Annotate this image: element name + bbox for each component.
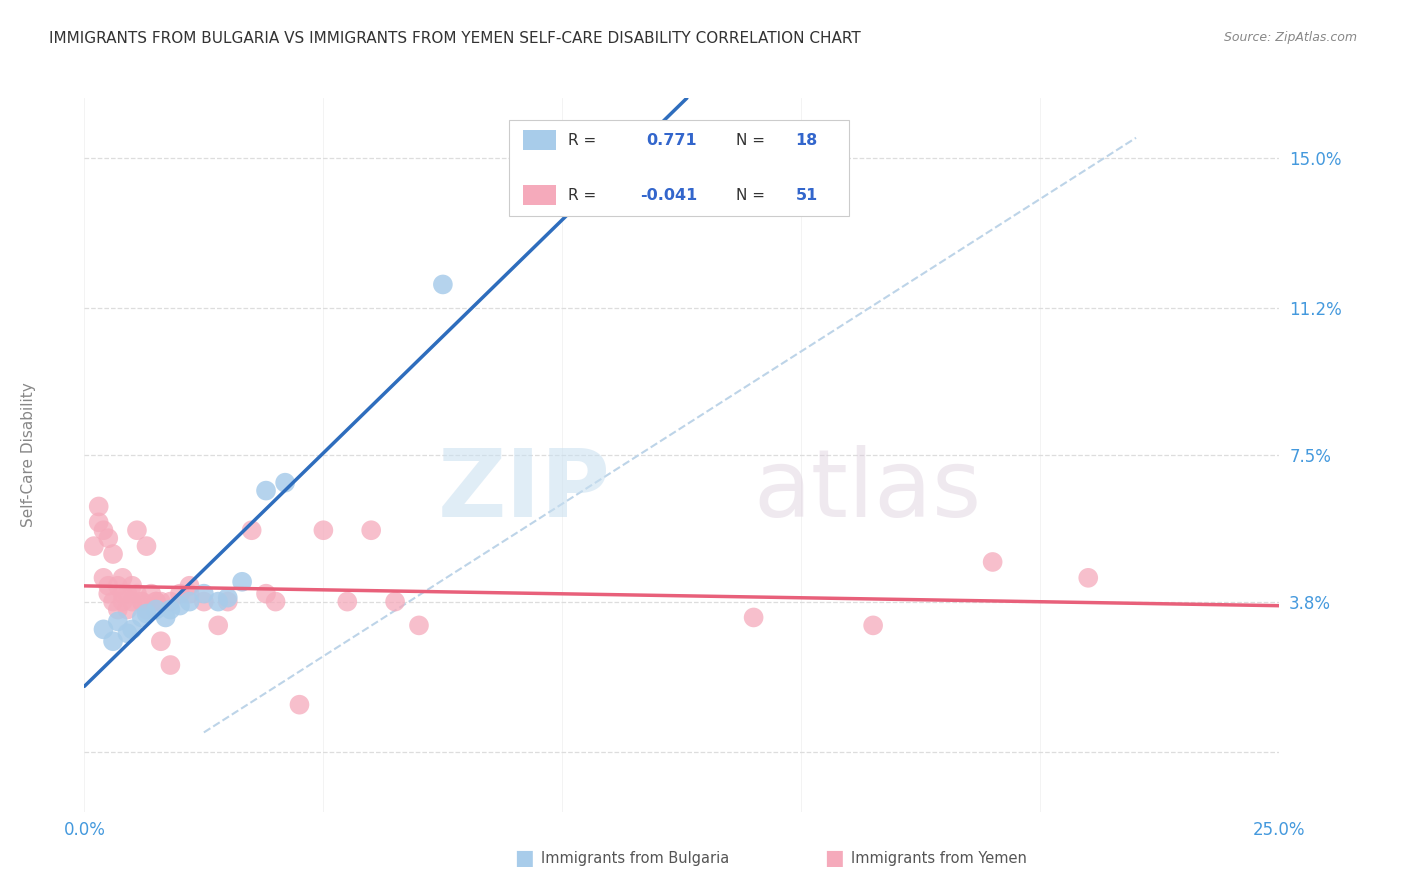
Point [149, 594, 172, 608]
Text: N =: N = [735, 187, 765, 202]
Point [217, 594, 239, 608]
Point [169, 599, 191, 613]
Text: -0.041: -0.041 [640, 187, 697, 202]
Text: 51: 51 [796, 187, 818, 202]
Point [742, 610, 765, 624]
Point [207, 618, 229, 632]
Text: 0.771: 0.771 [647, 133, 697, 148]
Text: 18: 18 [796, 133, 818, 148]
Point [862, 618, 884, 632]
Point [360, 523, 382, 537]
Point [981, 555, 1004, 569]
Point [159, 602, 181, 616]
Point [231, 574, 253, 589]
Point [432, 277, 454, 292]
Text: atlas: atlas [754, 444, 981, 537]
Point [179, 579, 201, 593]
Point [145, 594, 167, 608]
Point [107, 579, 129, 593]
Point [131, 594, 153, 608]
Point [135, 602, 157, 616]
Text: ZIP: ZIP [437, 444, 610, 537]
Point [111, 594, 134, 608]
Bar [523, 130, 557, 150]
Point [240, 523, 263, 537]
Text: Immigrants from Bulgaria: Immigrants from Bulgaria [541, 851, 730, 865]
Point [117, 587, 139, 601]
Point [169, 587, 191, 601]
Point [193, 594, 215, 608]
Point [217, 591, 239, 605]
Point [159, 658, 181, 673]
Point [207, 594, 229, 608]
Text: R =: R = [568, 187, 596, 202]
Point [101, 547, 124, 561]
Point [193, 587, 215, 601]
Point [274, 475, 297, 490]
Point [87, 516, 110, 530]
Point [83, 539, 105, 553]
Point [125, 587, 148, 601]
Point [254, 587, 277, 601]
Point [101, 594, 124, 608]
Point [408, 618, 430, 632]
Point [107, 602, 129, 616]
Point [97, 587, 120, 601]
Point [121, 594, 143, 608]
Point [93, 523, 115, 537]
Point [121, 623, 143, 637]
Text: N =: N = [735, 133, 765, 148]
Text: ■: ■ [824, 848, 844, 868]
Text: R =: R = [568, 133, 596, 148]
Point [117, 626, 139, 640]
Point [336, 594, 359, 608]
Point [117, 602, 139, 616]
Point [288, 698, 311, 712]
Point [254, 483, 277, 498]
Point [121, 579, 143, 593]
Point [111, 587, 134, 601]
Point [179, 594, 201, 608]
Point [93, 623, 115, 637]
Text: IMMIGRANTS FROM BULGARIA VS IMMIGRANTS FROM YEMEN SELF-CARE DISABILITY CORRELATI: IMMIGRANTS FROM BULGARIA VS IMMIGRANTS F… [49, 31, 860, 46]
Point [135, 607, 157, 621]
Point [131, 610, 153, 624]
Point [93, 571, 115, 585]
Point [145, 594, 167, 608]
Text: Immigrants from Yemen: Immigrants from Yemen [851, 851, 1026, 865]
Point [111, 571, 134, 585]
Point [264, 594, 287, 608]
Point [145, 602, 167, 616]
Point [141, 587, 163, 601]
Text: ■: ■ [515, 848, 534, 868]
Point [312, 523, 335, 537]
Point [97, 531, 120, 545]
Point [159, 594, 181, 608]
Point [101, 634, 124, 648]
Point [131, 594, 153, 608]
Point [1077, 571, 1099, 585]
Y-axis label: Self-Care Disability: Self-Care Disability [21, 383, 35, 527]
Text: Source: ZipAtlas.com: Source: ZipAtlas.com [1223, 31, 1357, 45]
Point [125, 523, 148, 537]
Point [87, 500, 110, 514]
Point [384, 594, 406, 608]
Bar [523, 186, 557, 205]
Point [149, 634, 172, 648]
FancyBboxPatch shape [509, 120, 849, 216]
Point [135, 539, 157, 553]
Point [155, 610, 177, 624]
Point [107, 615, 129, 629]
Point [179, 587, 201, 601]
Point [97, 579, 120, 593]
